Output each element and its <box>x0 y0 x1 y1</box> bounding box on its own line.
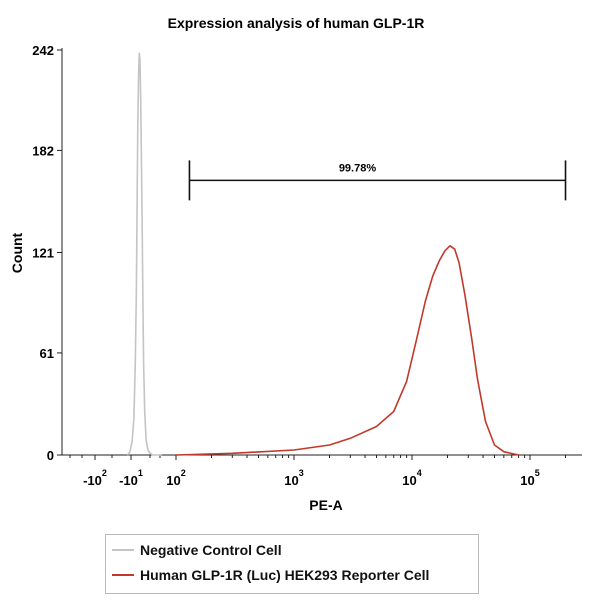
chart-title: Expression analysis of human GLP-1R <box>168 15 425 31</box>
legend-item-glp1r-reporter: Human GLP-1R (Luc) HEK293 Reporter Cell <box>112 564 429 586</box>
gate-layer: 99.78% <box>188 160 567 201</box>
y-tick-label: 61 <box>40 346 54 361</box>
y-tick-label: 242 <box>32 43 54 58</box>
x-tick-label: 104 <box>402 468 421 488</box>
series-line-1 <box>175 245 519 456</box>
legend-swatch-glp1r-reporter <box>112 574 134 576</box>
gate-percent-label: 99.78% <box>339 162 377 174</box>
y-tick-label: 121 <box>32 246 54 261</box>
y-tick-label: 182 <box>32 143 54 158</box>
x-tick-label: 105 <box>520 468 539 488</box>
x-tick-label: 102 <box>166 468 185 488</box>
legend-label-negative-control: Negative Control Cell <box>140 542 282 558</box>
series-layer <box>126 52 519 456</box>
axes: 0 61 121 182 242 -102 -101 102 103 104 105 <box>32 43 582 488</box>
legend-label-glp1r-reporter: Human GLP-1R (Luc) HEK293 Reporter Cell <box>140 567 430 583</box>
legend-swatch-negative-control <box>112 549 134 551</box>
x-axis-label: PE-A <box>309 497 342 513</box>
x-tick-label: -101 <box>119 468 143 488</box>
x-tick-label: -102 <box>83 468 107 488</box>
legend-item-negative-control: Negative Control Cell <box>112 539 282 561</box>
histogram-chart: Expression analysis of human GLP-1R Coun… <box>9 15 582 513</box>
legend: Negative Control Cell Human GLP-1R (Luc)… <box>105 534 479 594</box>
x-tick-label: 103 <box>284 468 303 488</box>
series-line-0 <box>126 52 162 456</box>
y-tick-label: 0 <box>47 448 54 463</box>
y-axis-label: Count <box>9 232 25 273</box>
